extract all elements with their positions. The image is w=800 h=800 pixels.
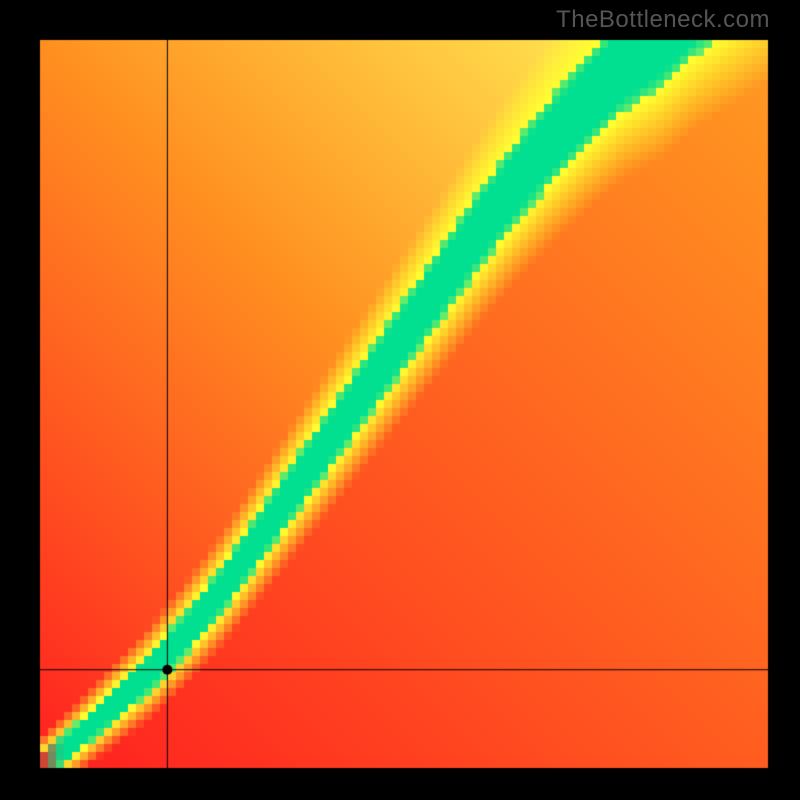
heatmap-canvas <box>0 0 800 800</box>
watermark-text: TheBottleneck.com <box>556 6 770 34</box>
chart-container: TheBottleneck.com <box>0 0 800 800</box>
